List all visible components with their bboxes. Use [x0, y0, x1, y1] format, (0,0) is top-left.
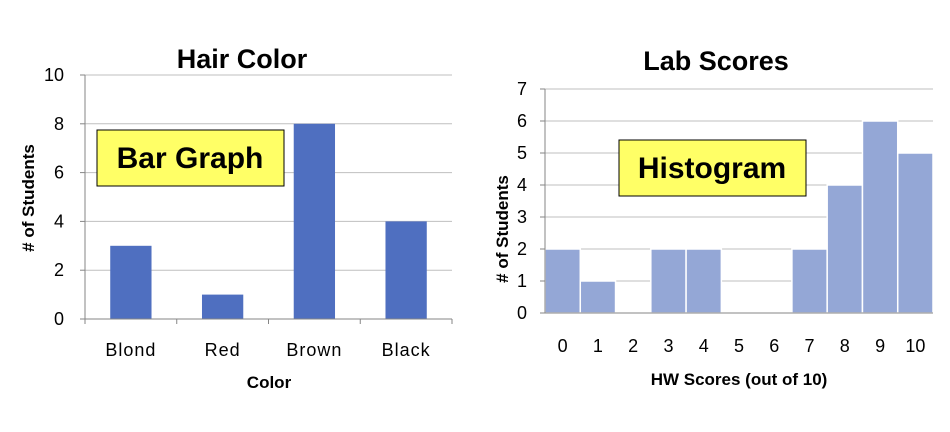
- x-tick-label: 2: [628, 336, 638, 356]
- x-tick-label: 5: [734, 336, 744, 356]
- bar: [385, 221, 427, 319]
- chart-title: Lab Scores: [643, 46, 789, 76]
- x-tick-label: Blond: [105, 340, 156, 360]
- x-tick-label: 10: [905, 336, 925, 356]
- bar: [110, 245, 152, 319]
- y-axis-label: # of Students: [19, 144, 38, 252]
- axes: [80, 74, 453, 324]
- x-tick-label: Black: [382, 340, 431, 360]
- y-tick-label: 4: [517, 175, 527, 195]
- axes: [540, 88, 933, 314]
- x-tick-label: 3: [663, 336, 673, 356]
- bar: [685, 248, 723, 314]
- bar: [293, 123, 336, 319]
- bar: [896, 152, 934, 314]
- x-tick-label: 7: [805, 336, 815, 356]
- x-tick-label: 0: [558, 336, 568, 356]
- chart-title: Hair Color: [177, 44, 308, 74]
- y-tick-labels: 0 2 4 6 8 10: [44, 65, 64, 329]
- x-axis-label: HW Scores (out of 10): [651, 370, 828, 389]
- bar: [201, 294, 244, 319]
- x-tick-label: 9: [875, 336, 885, 356]
- bars: [544, 120, 934, 314]
- y-tick-label: 4: [54, 211, 64, 231]
- callout-label: Histogram: [638, 152, 786, 185]
- x-tick-label: 8: [840, 336, 850, 356]
- x-tick-label: Red: [205, 340, 241, 360]
- y-tick-label: 6: [54, 163, 64, 183]
- x-tick-label: 4: [699, 336, 709, 356]
- bars: [110, 123, 427, 319]
- y-tick-label: 0: [54, 309, 64, 329]
- bar: [544, 248, 582, 314]
- callout-box: Bar Graph: [96, 129, 285, 187]
- y-tick-label: 0: [517, 303, 527, 323]
- x-tick-label: Brown: [286, 340, 342, 360]
- x-tick-labels: Blond Red Brown Black: [105, 340, 431, 360]
- bar: [861, 120, 899, 314]
- y-tick-label: 6: [517, 111, 527, 131]
- bar: [579, 280, 617, 314]
- bar-graph-chart: Hair Color 0 2 4 6 8 10 Blond Red Brown Black Co…: [19, 44, 453, 392]
- y-tick-label: 2: [517, 239, 527, 259]
- bar: [791, 248, 828, 314]
- y-tick-labels: 0 1 2 3 4 5 6 7: [517, 79, 527, 323]
- bar: [826, 184, 864, 314]
- x-tick-labels: 0 1 2 3 4 5 6 7 8 9 10: [558, 336, 926, 356]
- y-tick-label: 8: [54, 114, 64, 134]
- bar: [650, 248, 687, 314]
- x-axis-label: Color: [247, 373, 292, 392]
- y-tick-label: 10: [44, 65, 64, 85]
- y-tick-label: 3: [517, 207, 527, 227]
- y-tick-label: 2: [54, 260, 64, 280]
- histogram-chart: Lab Scores 0 1 2 3 4 5 6 7 0 1 2 3 4 5 6 7 8 9 10 HW Scor…: [493, 46, 934, 389]
- x-tick-label: 1: [593, 336, 603, 356]
- callout-box: Histogram: [618, 139, 807, 197]
- y-tick-label: 1: [517, 271, 527, 291]
- x-tick-label: 6: [769, 336, 779, 356]
- y-tick-label: 5: [517, 143, 527, 163]
- callout-label: Bar Graph: [117, 142, 264, 175]
- y-tick-label: 7: [517, 79, 527, 99]
- y-axis-label: # of Students: [493, 175, 512, 283]
